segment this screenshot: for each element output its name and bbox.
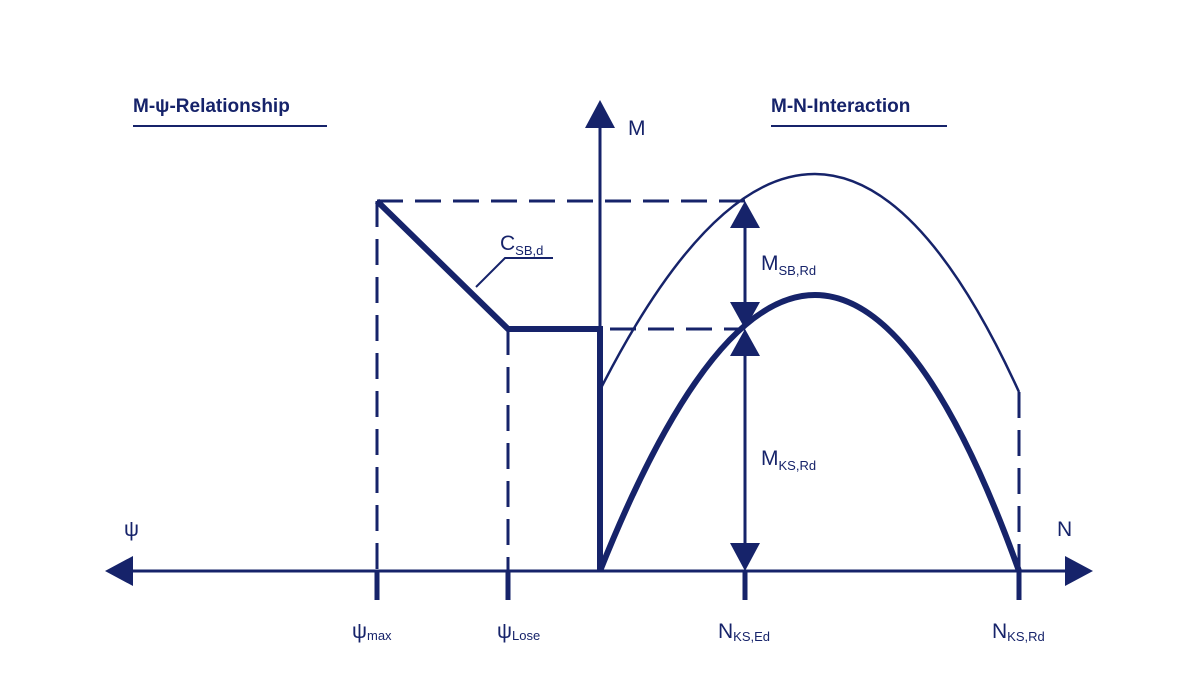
tick-label-n-ks-rd: NKS,Rd [992,620,1045,644]
m-axis-arrow-icon [585,100,615,128]
label-m-sb-rd: MSB,Rd [761,252,816,278]
m-n-inner-curve [597,292,1022,573]
tick-label-psi-max: ψmax [352,620,392,643]
tick-label-n-ks-ed: NKS,Ed [718,620,770,644]
n-axis-arrow-icon [1065,556,1093,586]
c-sb-d-leader [475,257,553,288]
psi-axis-arrow-icon [105,556,133,586]
axis-label-m: M [628,117,646,140]
title-m-psi: M-ψ-Relationship [133,96,290,117]
label-c-sb-d: CSB,d [500,232,543,258]
m-n-outer-curve [598,172,1021,393]
title-m-n: M-N-Interaction [771,96,910,117]
tick-label-psi-lose: ψLose [497,620,540,643]
m-psi-curve [374,198,603,571]
arrowhead-down-icon [730,302,760,329]
arrowhead-up-icon [730,201,760,228]
axis-label-psi: ψ [124,518,139,541]
label-m-ks-rd: MKS,Rd [761,447,816,473]
axis-label-n: N [1057,518,1072,541]
arrowhead-down-icon [730,543,760,571]
arrowhead-up-icon [730,329,760,356]
